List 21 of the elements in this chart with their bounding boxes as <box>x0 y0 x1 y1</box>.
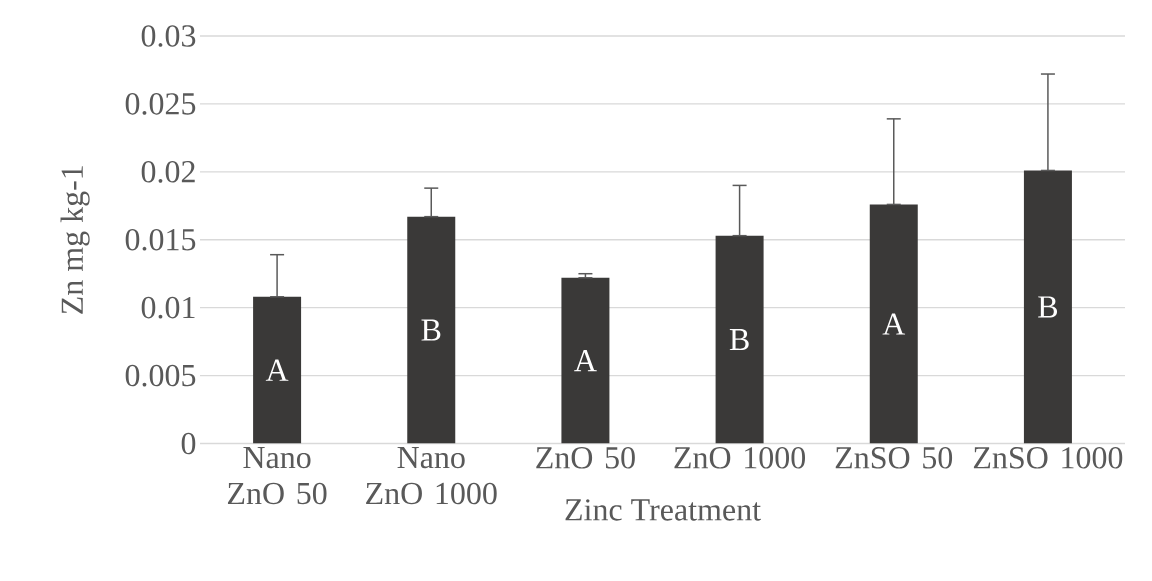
y-tick-label: 0 <box>181 432 196 455</box>
x-tick-label: ZnO 50 <box>536 447 635 469</box>
y-tick-label: 0.01 <box>141 296 195 319</box>
y-tick-label: 0.02 <box>141 160 195 183</box>
annotation: A <box>882 313 906 335</box>
x-tick-label: ZnSO 50 <box>835 447 953 469</box>
x-tick-label: ZnO 1000 <box>674 447 806 469</box>
x-tick-label: Nano ZnO 50 <box>227 447 327 505</box>
x-tick-label: ZnSO 1000 <box>973 447 1123 469</box>
annotation: B <box>729 329 749 351</box>
y-tick-label: 0.03 <box>141 25 196 47</box>
annotation: B <box>1038 296 1058 318</box>
x-tick-label: Nano ZnO 1000 <box>366 447 497 505</box>
x-axis-title: Zinc Treatment <box>565 499 761 521</box>
annotation: A <box>265 359 289 381</box>
y-tick-label: 0.025 <box>125 93 196 115</box>
annotation: B <box>421 319 441 341</box>
y-tick-label: 0.005 <box>125 364 196 387</box>
annotation: A <box>574 350 597 372</box>
y-axis-title: Zn mg kg-1 <box>60 166 90 314</box>
y-tick-label: 0.015 <box>125 228 196 251</box>
